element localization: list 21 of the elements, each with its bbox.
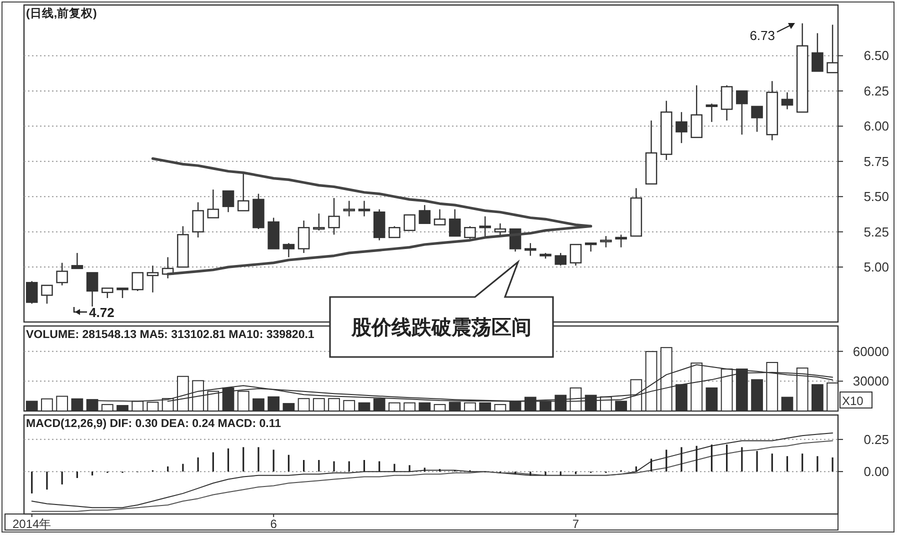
annotation: 6.73 [750,28,775,43]
x-tick-label: 6 [270,517,278,531]
annotation: 股价线跌破震荡区间 [350,317,532,339]
y-tick-label: 5.75 [864,154,889,169]
annotation: 4.72 [89,305,114,320]
y-tick-label: 6.00 [864,118,889,134]
text: X10 [842,394,864,408]
chart-title: VOLUME: 281548.13 MA5: 313102.81 MA10: 339820.1 [26,329,315,341]
y-tick-label: 5.50 [864,189,889,204]
y-tick-label: 60000 [852,344,889,359]
y-tick-label: 30000 [852,374,889,389]
y-tick-label: 0.00 [864,464,889,480]
y-tick-label: 5.25 [864,224,889,240]
y-tick-label: 5.00 [864,260,889,275]
y-tick-label: 6.25 [864,83,889,98]
chart-title: MACD(12,26,9) DIF: 0.30 DEA: 0.24 MACD: 0.11 [26,418,282,430]
x-tick-label: 7 [572,517,580,531]
y-tick-label: 6.50 [864,48,889,64]
y-tick-label: 0.25 [864,432,889,447]
x-tick-label: 2014年 [12,517,52,531]
chart-title: (日线,前复权) [26,6,98,20]
